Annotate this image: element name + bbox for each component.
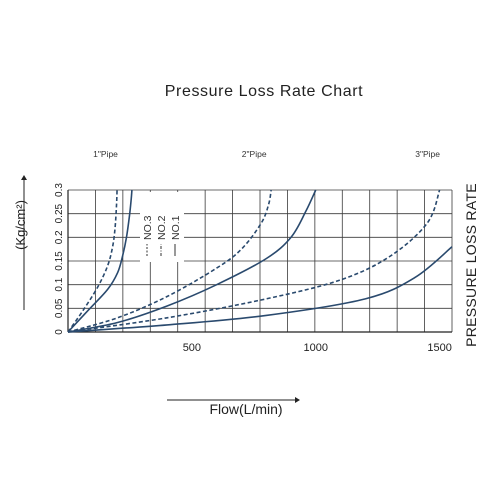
x-tick-labels: 500 1000 1500	[183, 342, 452, 354]
series-line-solid	[67, 189, 317, 333]
right-axis-label: PRESSURE LOSS RATE	[463, 183, 479, 347]
legend-background	[140, 192, 184, 262]
y-axis-label: (Kg/cm²)	[13, 200, 28, 250]
y-tick-label: 0	[54, 329, 65, 335]
series-line-solid	[67, 246, 453, 333]
x-tick-label: 1000	[303, 342, 327, 354]
legend-item: NO.1	[170, 215, 182, 256]
y-tick-labels: 0 0.05 0.1 0.15 0.2 0.25 0.3	[54, 183, 65, 335]
y-tick-label: 0.2	[54, 230, 65, 244]
y-tick-label: 0.15	[54, 251, 65, 271]
series-line-dashed	[67, 189, 441, 333]
legend-label: NO.1	[170, 215, 182, 240]
series-line-solid	[67, 189, 133, 333]
x-tick-label: 1500	[427, 342, 451, 354]
chart-title: Pressure Loss Rate Chart	[165, 83, 363, 100]
axes	[67, 190, 452, 333]
x-tick-label: 500	[183, 342, 201, 354]
grid	[67, 189, 453, 333]
series-lines	[67, 189, 453, 333]
x-axis-label: Flow(L/min)	[209, 401, 282, 417]
pipe-label: 3"Pipe	[415, 149, 440, 159]
y-tick-label: 0.1	[54, 277, 65, 291]
pipe-labels: 1"Pipe 2"Pipe 3"Pipe	[93, 149, 440, 159]
pipe-label: 2"Pipe	[242, 149, 267, 159]
legend: NO.3 NO.2 NO.1	[140, 192, 184, 262]
y-axis-arrow	[21, 175, 27, 310]
pipe-label: 1"Pipe	[93, 149, 118, 159]
legend-label: NO.2	[156, 215, 168, 240]
x-axis-arrow	[167, 397, 300, 403]
y-tick-label: 0.05	[54, 298, 65, 318]
y-tick-label: 0.3	[54, 183, 65, 197]
legend-label: NO.3	[142, 215, 154, 240]
legend-item: NO.2	[156, 215, 168, 256]
series-line-dashed	[67, 189, 118, 333]
legend-item: NO.3	[142, 215, 154, 256]
y-tick-label: 0.25	[54, 203, 65, 223]
